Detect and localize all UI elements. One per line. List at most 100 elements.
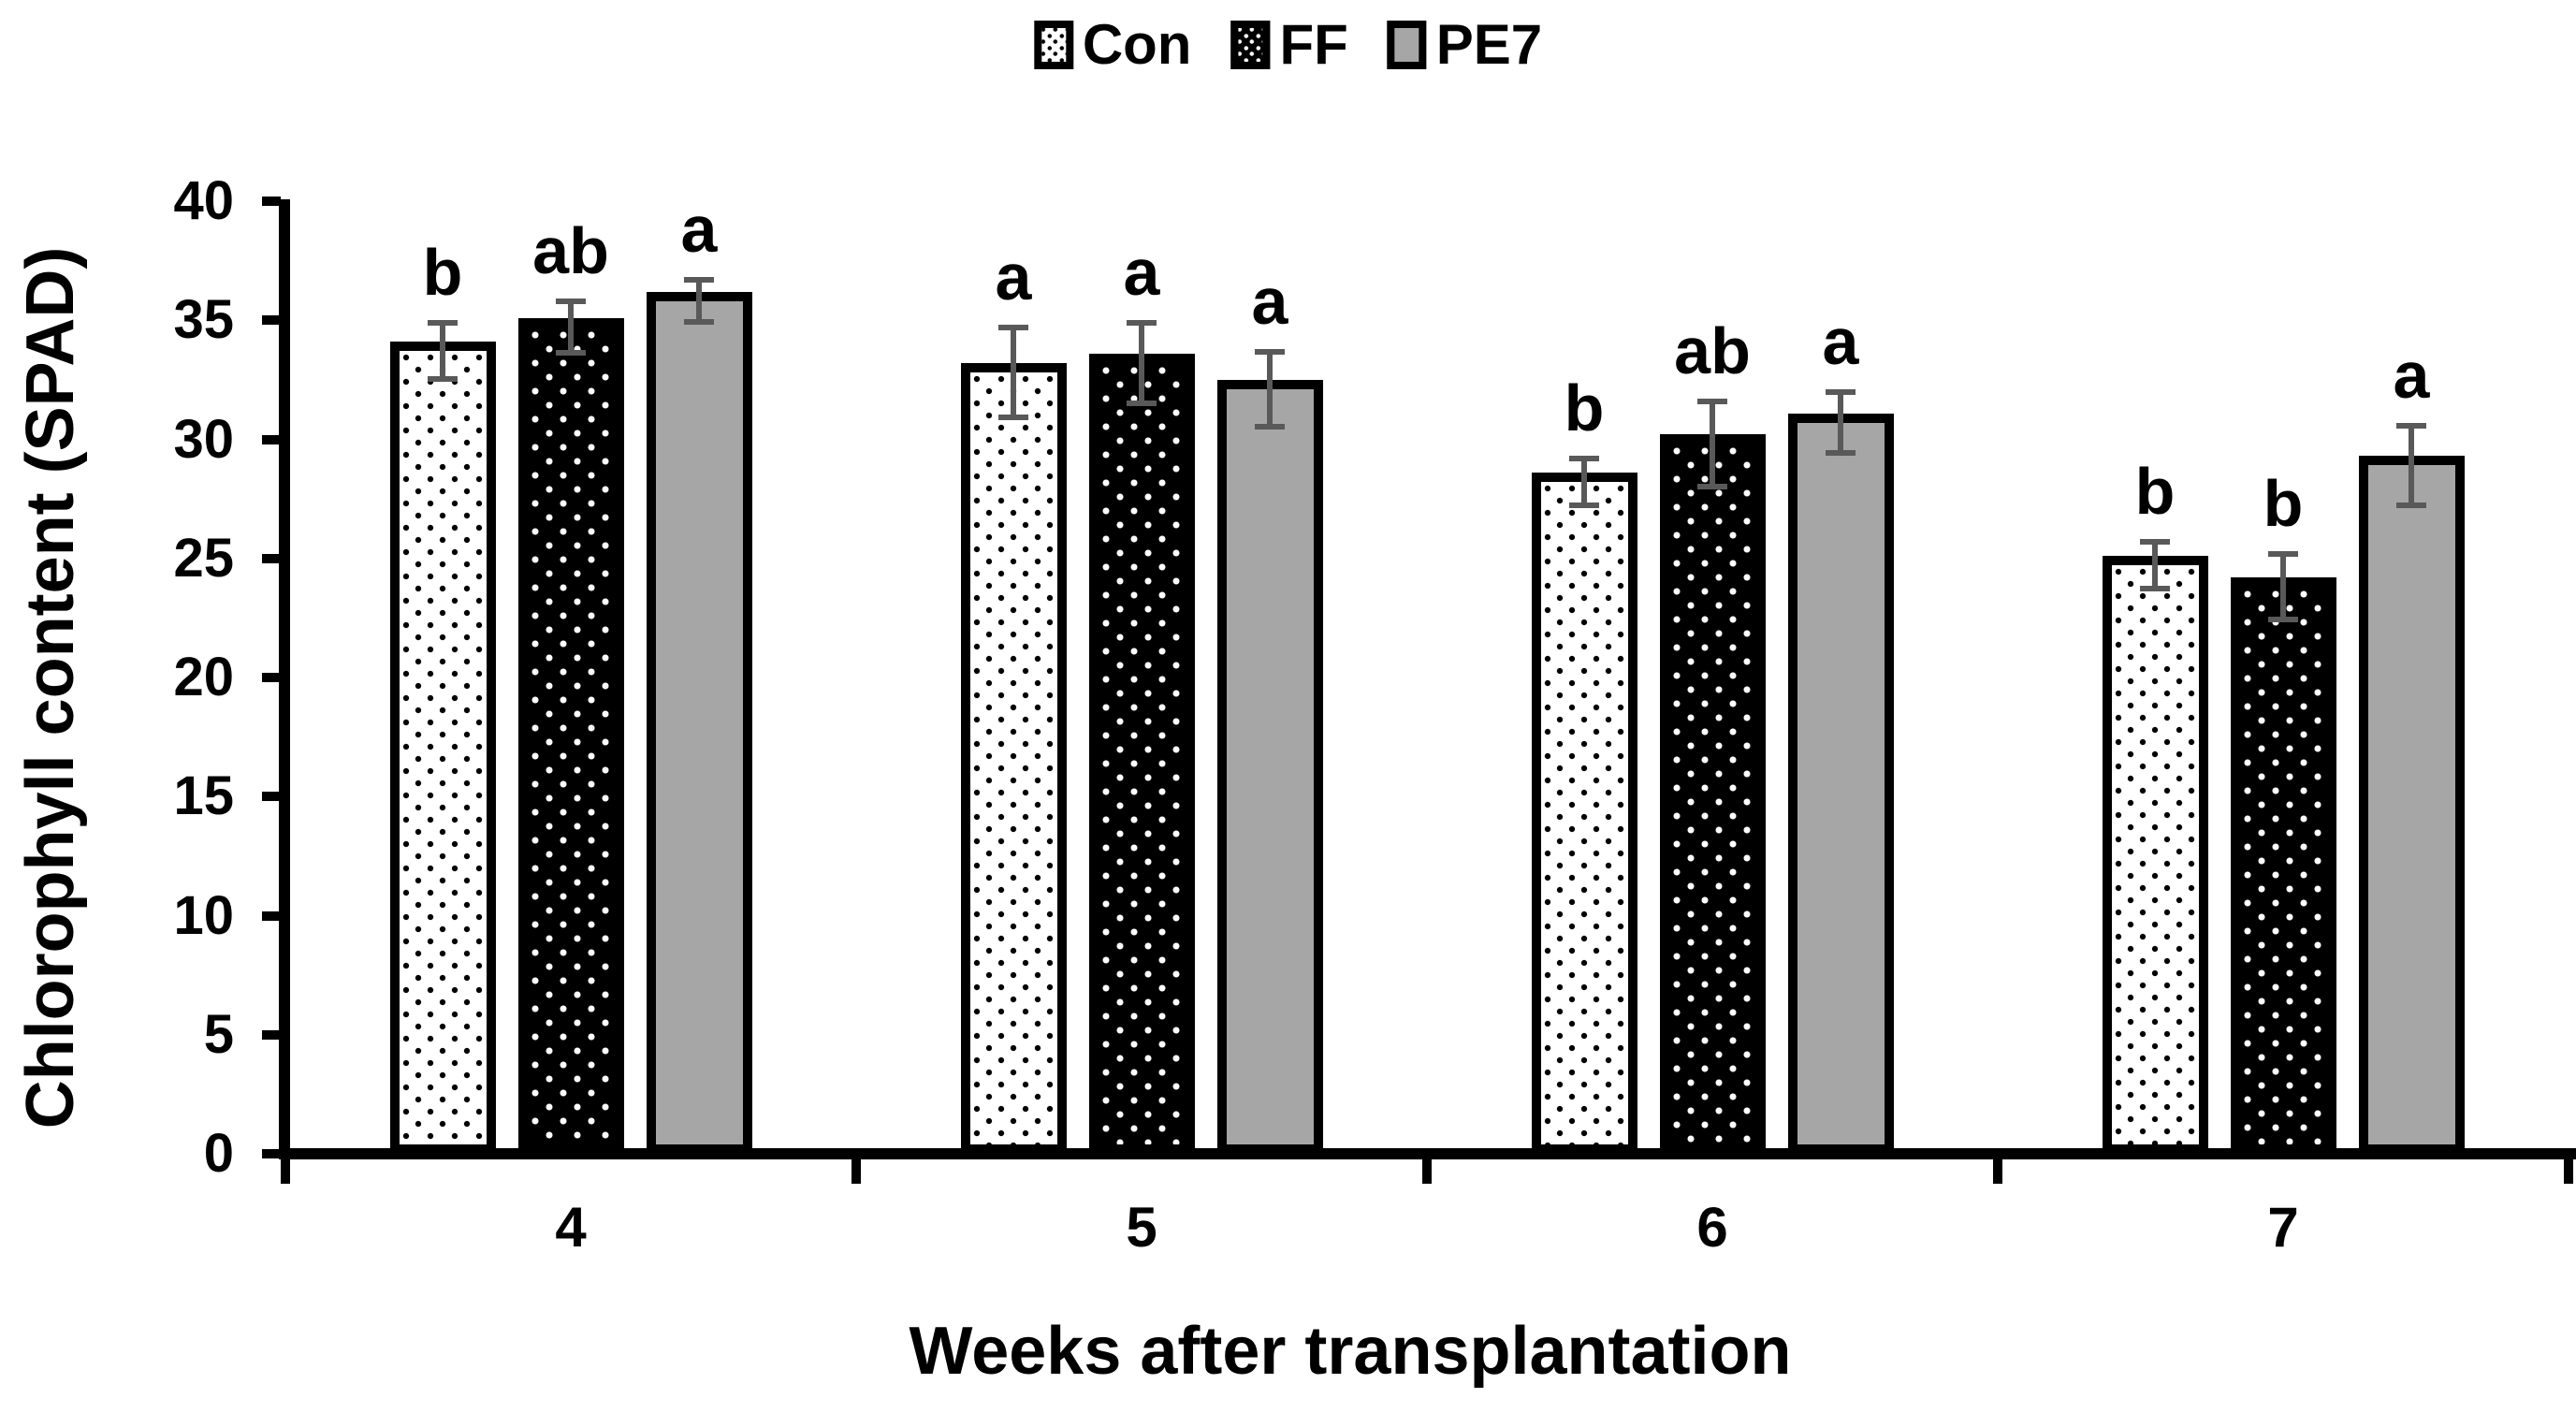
bar-pe7-week6: a [1787, 309, 1894, 1154]
y-tick-25 [262, 553, 281, 563]
error-bar-top-cap [1255, 348, 1285, 355]
x-category-label-6: 6 [1696, 1196, 1728, 1259]
error-bar-top-cap [2140, 539, 2170, 546]
x-tick-4 [2564, 1148, 2573, 1184]
error-bar-top-cap [1569, 456, 1599, 462]
y-axis-line [279, 199, 290, 1159]
sig-letter: a [995, 240, 1032, 314]
error-bar [2396, 422, 2426, 509]
error-bar-bottom-cap [684, 319, 714, 326]
sig-letter: b [2263, 466, 2304, 540]
error-bar-top-cap [1697, 399, 1727, 405]
bar-con-week7: b [2102, 459, 2208, 1154]
bar-con-week4: b [389, 240, 496, 1154]
sig-letter: a [1123, 236, 1160, 310]
error-bar-top-cap [1826, 388, 1856, 395]
legend-item-con: Con [1033, 13, 1192, 76]
sig-letter: ab [532, 214, 609, 288]
error-bar [556, 299, 586, 357]
y-tick-10 [262, 910, 281, 921]
y-tick-label-30: 30 [173, 408, 234, 470]
error-bar-top-cap [684, 277, 714, 284]
x-category-label-7: 7 [2267, 1196, 2299, 1259]
sig-letter: ab [1674, 314, 1751, 388]
y-tick-label-35: 35 [173, 289, 234, 351]
y-tick-label-15: 15 [173, 765, 234, 827]
bar-group-week4: b ab a [285, 197, 856, 1154]
x-axis-title: Weeks after transplantation [909, 1314, 1792, 1389]
error-bar-top-cap [556, 299, 586, 305]
sig-letter: a [1822, 304, 1859, 378]
y-tick-15 [262, 792, 281, 802]
legend-swatch-con [1033, 21, 1073, 69]
x-tick-2 [1422, 1148, 1432, 1184]
error-bar [2140, 539, 2170, 592]
error-bar [1569, 456, 1599, 509]
error-bar [1826, 388, 1856, 457]
y-tick-label-0: 0 [203, 1123, 234, 1184]
x-category-label-5: 5 [1126, 1196, 1157, 1259]
error-bar-bottom-cap [428, 376, 458, 383]
error-bar [684, 277, 714, 326]
error-bar-bottom-cap [1826, 450, 1856, 457]
error-bar [2268, 550, 2298, 623]
bar-group-week6: b ab a [1427, 309, 1998, 1154]
bar-pe7-week5: a [1216, 269, 1323, 1154]
legend-item-ff: FF [1230, 13, 1348, 76]
y-tick-label-10: 10 [173, 884, 234, 946]
legend-label-con: Con [1082, 13, 1192, 76]
error-bar-bottom-cap [1127, 400, 1157, 406]
error-bar-bottom-cap [1255, 424, 1285, 430]
bar-con-week6: b [1531, 375, 1637, 1154]
y-tick-5 [262, 1029, 281, 1040]
bar-con-week5: a [960, 244, 1067, 1154]
sig-letter: b [2134, 455, 2176, 529]
bar-pe7-week7: a [2358, 342, 2465, 1154]
error-bar-bottom-cap [998, 414, 1028, 420]
y-tick-40 [262, 197, 281, 206]
error-bar-bottom-cap [1569, 503, 1599, 509]
bar-ff-week4: ab [517, 218, 624, 1154]
error-bar-top-cap [2396, 422, 2426, 429]
error-bar [1127, 320, 1157, 406]
bar-ff-week6: ab [1659, 318, 1766, 1154]
legend-label-ff: FF [1279, 13, 1348, 76]
error-bar [1255, 348, 1285, 430]
error-bar [998, 325, 1028, 420]
legend-item-pe7: PE7 [1387, 13, 1543, 76]
y-tick-35 [262, 315, 281, 326]
x-tick-3 [1993, 1148, 2002, 1184]
legend-swatch-pe7 [1387, 21, 1427, 69]
error-bar-top-cap [1127, 320, 1157, 327]
legend-label-pe7: PE7 [1435, 13, 1543, 76]
sig-letter: b [1564, 371, 1605, 445]
x-category-label-4: 4 [555, 1196, 587, 1259]
error-bar-bottom-cap [2140, 586, 2170, 592]
error-bar-bottom-cap [2268, 617, 2298, 623]
bar-ff-week5: a [1088, 240, 1195, 1154]
sig-letter: b [422, 236, 463, 310]
y-tick-label-5: 5 [203, 1003, 234, 1065]
sig-letter: a [1251, 264, 1288, 338]
y-tick-label-40: 40 [173, 170, 234, 231]
y-tick-label-20: 20 [173, 647, 234, 707]
y-tick-label-25: 25 [173, 527, 234, 589]
sig-letter: a [2393, 338, 2430, 412]
error-bar [1697, 399, 1727, 489]
legend: Con FF PE7 [1033, 13, 1543, 76]
y-tick-20 [262, 673, 281, 682]
bar-ff-week7: b [2230, 471, 2336, 1154]
error-bar-top-cap [428, 320, 458, 327]
error-bar-bottom-cap [2396, 503, 2426, 509]
error-bar-top-cap [998, 325, 1028, 331]
error-bar-top-cap [2268, 550, 2298, 557]
error-bar-bottom-cap [556, 350, 586, 357]
x-tick-1 [851, 1148, 861, 1184]
error-bar [428, 320, 458, 383]
y-tick-30 [262, 434, 281, 444]
bar-pe7-week4: a [646, 197, 752, 1154]
legend-swatch-ff [1230, 21, 1271, 69]
